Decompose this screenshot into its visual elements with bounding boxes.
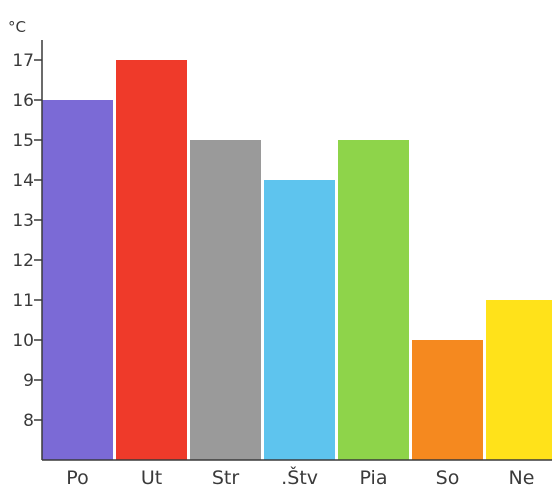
y-tick-label-10: 10 bbox=[12, 331, 34, 351]
x-category-label-2: Ut bbox=[141, 467, 162, 486]
y-tick-label-17: 17 bbox=[12, 51, 34, 71]
x-category-label-4: ․Štv bbox=[281, 465, 318, 486]
x-category-label-3: Str bbox=[212, 467, 240, 486]
bar-7 bbox=[486, 300, 552, 460]
bar-3 bbox=[190, 140, 261, 460]
y-tick-label-12: 12 bbox=[12, 251, 34, 271]
y-tick-label-9: 9 bbox=[23, 371, 34, 391]
x-labels-group: Po Ut Str ․Štv Pia So Ne bbox=[66, 465, 534, 486]
x-category-label-5: Pia bbox=[360, 467, 388, 486]
y-tick-label-11: 11 bbox=[12, 291, 34, 311]
bar-1 bbox=[42, 100, 113, 460]
bar-5 bbox=[338, 140, 409, 460]
x-category-label-1: Po bbox=[66, 467, 88, 486]
bar-6 bbox=[412, 340, 483, 460]
y-ticks-group: 8 9 10 11 12 13 14 15 16 17 bbox=[12, 51, 42, 431]
y-tick-label-16: 16 bbox=[12, 91, 34, 111]
bars-group bbox=[42, 60, 552, 460]
y-tick-label-13: 13 bbox=[12, 211, 34, 231]
y-tick-label-8: 8 bbox=[23, 411, 34, 431]
bar-2 bbox=[116, 60, 187, 460]
axes-group bbox=[41, 40, 552, 461]
x-category-label-7: Ne bbox=[509, 467, 535, 486]
bar-4 bbox=[264, 180, 335, 460]
y-axis-unit-label: °C bbox=[8, 18, 26, 36]
y-tick-label-14: 14 bbox=[12, 171, 34, 191]
y-tick-label-15: 15 bbox=[12, 131, 34, 151]
x-category-label-6: So bbox=[436, 467, 460, 486]
